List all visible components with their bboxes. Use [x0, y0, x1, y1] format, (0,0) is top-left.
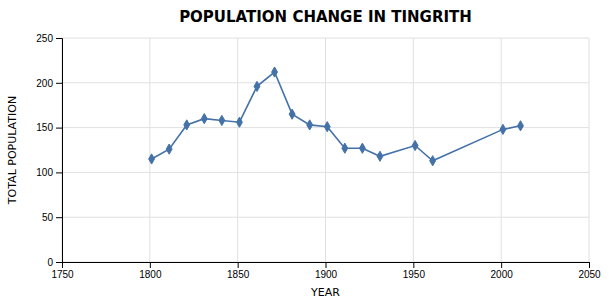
x-tick: 2000 — [491, 262, 514, 280]
y-axis-line — [56, 39, 63, 263]
x-tick: 1900 — [315, 262, 338, 280]
plot-area: 1750 1800 1850 1900 1950 2000 2050 0 50 100 150 200… — [36, 33, 601, 280]
marker — [149, 154, 155, 164]
marker — [377, 151, 383, 161]
marker — [500, 124, 506, 134]
marker — [307, 120, 313, 130]
x-tick: 1800 — [139, 262, 162, 280]
y-axis: 0 50 100 150 200 250 — [36, 33, 62, 268]
y-tick-label: 100 — [36, 167, 53, 178]
grid-line-x — [149, 38, 150, 262]
marker — [184, 120, 190, 130]
grid-line-y — [62, 82, 589, 83]
marker — [359, 143, 365, 153]
x-tick: 1950 — [403, 262, 426, 280]
x-axis-title: YEAR — [310, 286, 340, 299]
y-tick-label: 250 — [36, 33, 53, 44]
y-tick-mark — [56, 172, 62, 173]
x-tick-label: 1900 — [315, 269, 338, 280]
y-tick: 50 — [42, 212, 62, 223]
x-tick: 1750 — [51, 262, 74, 280]
marker — [342, 143, 348, 153]
y-tick-mark — [56, 262, 62, 263]
marker — [236, 117, 242, 127]
grid-line-x — [325, 38, 326, 262]
x-tick-label: 1800 — [139, 269, 162, 280]
x-tick-mark — [413, 262, 414, 268]
chart: 1750 1800 1850 1900 1950 2000 2050 0 50 100 150 200… — [0, 0, 609, 304]
marker — [412, 140, 418, 150]
marker — [324, 122, 330, 132]
grid-line-y — [62, 172, 589, 173]
y-tick-label: 200 — [36, 78, 53, 89]
grid-line-x — [413, 38, 414, 262]
x-tick-mark — [589, 262, 590, 268]
y-tick-mark — [56, 128, 62, 129]
marker — [272, 67, 278, 77]
line — [152, 72, 521, 161]
y-tick: 200 — [36, 78, 62, 89]
x-tick-label: 1850 — [227, 269, 250, 280]
x-tick-mark — [501, 262, 502, 268]
x-axis-line — [63, 263, 590, 269]
grid-line-y — [62, 217, 589, 218]
y-tick: 100 — [36, 167, 62, 178]
marker — [219, 115, 225, 125]
x-tick-label: 1950 — [403, 269, 426, 280]
y-tick: 150 — [36, 122, 62, 133]
x-tick-label: 2000 — [491, 269, 514, 280]
marker — [518, 121, 524, 131]
marker — [430, 156, 436, 166]
marker — [166, 144, 172, 154]
x-tick: 1850 — [227, 262, 250, 280]
y-axis-title: TOTAL POPULATION — [6, 96, 19, 205]
grid-line-y — [62, 38, 589, 39]
series — [149, 67, 524, 166]
x-tick-label: 2050 — [578, 269, 601, 280]
marker — [254, 81, 260, 91]
y-tick-label: 150 — [36, 122, 53, 133]
grid-line-x — [237, 38, 238, 262]
x-tick: 2050 — [578, 262, 601, 280]
grid-line-x — [589, 38, 590, 262]
y-tick-mark — [56, 217, 62, 218]
x-tick-mark — [150, 262, 151, 268]
y-tick-label: 50 — [42, 212, 54, 223]
grid-line-x — [501, 38, 502, 262]
title: POPULATION CHANGE IN TINGRITH — [179, 8, 472, 26]
marker — [201, 114, 207, 124]
y-tick-mark — [56, 83, 62, 84]
grid — [62, 38, 589, 262]
y-tick-label: 0 — [47, 257, 53, 268]
x-tick-label: 1750 — [51, 269, 74, 280]
x-tick-mark — [326, 262, 327, 268]
y-tick: 0 — [47, 257, 62, 268]
y-tick: 250 — [36, 33, 62, 44]
x-tick-mark — [238, 262, 239, 268]
x-axis: 1750 1800 1850 1900 1950 2000 2050 — [51, 262, 601, 280]
y-tick-mark — [56, 38, 62, 39]
marker — [289, 109, 295, 119]
